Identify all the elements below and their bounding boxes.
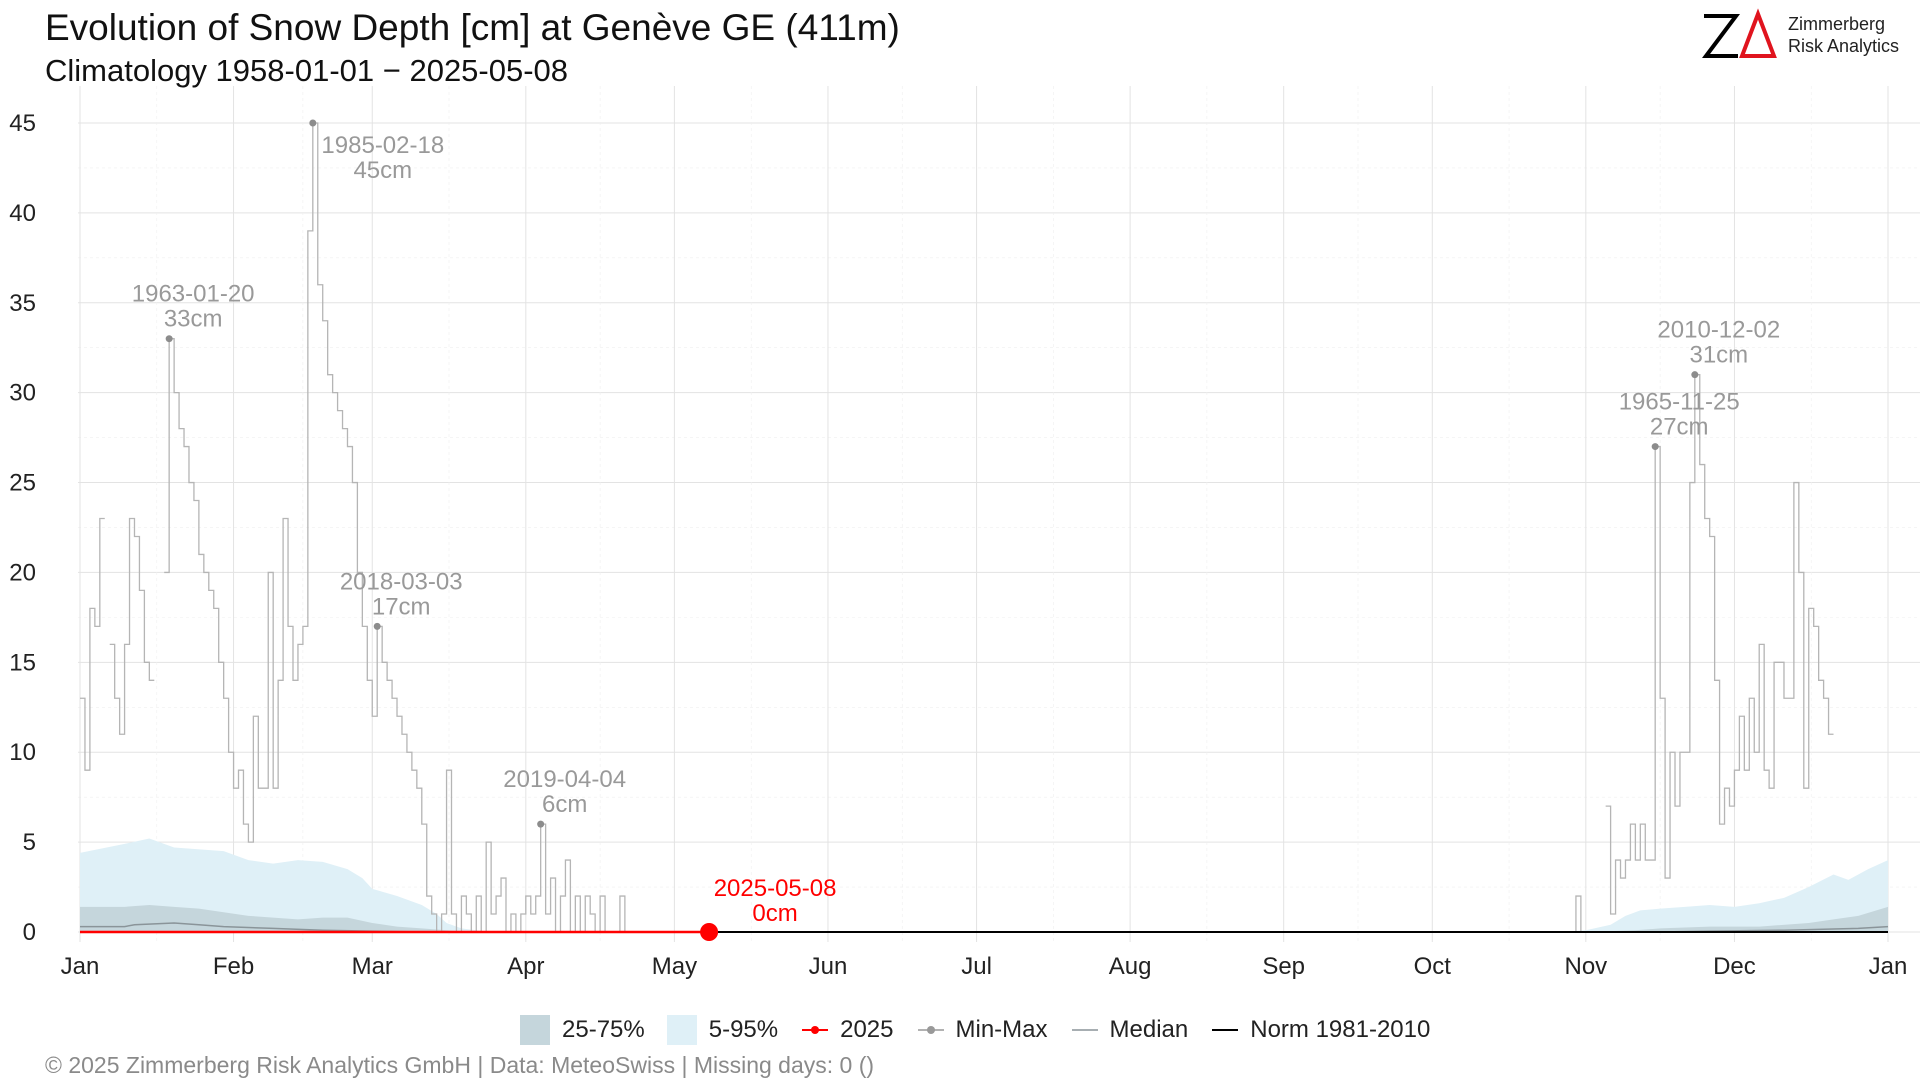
x-tick-label: Jun <box>809 953 848 980</box>
y-tick-label: 25 <box>9 470 36 497</box>
x-tick-label: Dec <box>1713 953 1756 980</box>
minmax-line <box>1605 374 1834 915</box>
y-tick-label: 35 <box>9 290 36 317</box>
x-tick-label: Jan <box>1869 953 1908 980</box>
annotation-value: 45cm <box>353 157 412 184</box>
current-point-marker <box>700 923 719 941</box>
legend-label-norm: Norm 1981-2010 <box>1250 1016 1431 1043</box>
legend-label-25-75: 25-75% <box>562 1016 645 1043</box>
logo-name-line2: Risk Analytics <box>1788 36 1900 56</box>
legend-marker-norm-icon <box>1212 1029 1239 1031</box>
annotation-date: 2010-12-02 <box>1657 317 1780 344</box>
band-5-95 <box>80 838 1888 932</box>
legend-item-5-95: 5-95% <box>666 1015 779 1045</box>
legend-item-25-75: 25-75% <box>520 1015 645 1045</box>
legend-marker-2025-icon <box>802 1026 829 1034</box>
y-tick-label: 45 <box>9 110 36 137</box>
y-tick-label: 30 <box>9 380 36 407</box>
y-tick-label: 10 <box>9 739 36 766</box>
extreme-point-marker <box>537 820 545 828</box>
chart-legend: 25-75% 5-95% 2025 Min-Max Median Norm 19… <box>520 1010 1452 1050</box>
x-tick-label: Nov <box>1564 953 1607 980</box>
legend-marker-median-icon <box>1071 1029 1098 1031</box>
legend-label-5-95: 5-95% <box>708 1016 779 1043</box>
median-line <box>80 922 1889 933</box>
y-tick-label: 15 <box>9 649 36 676</box>
legend-item-minmax: Min-Max <box>916 1016 1048 1044</box>
legend-label-2025: 2025 <box>840 1016 894 1043</box>
y-tick-label: 0 <box>23 919 36 946</box>
x-tick-label: Aug <box>1109 953 1152 980</box>
legend-label-median: Median <box>1109 1016 1189 1043</box>
line-layer <box>80 122 1889 934</box>
annotation-date: 2025-05-08 <box>714 875 837 902</box>
grid-layer <box>78 86 1920 942</box>
axis-layer: 0 5 10 15 20 25 30 35 40 45 Jan Feb Mar Apr May Jun Jul A… <box>9 110 1907 980</box>
x-tick-label: Mar <box>352 953 393 980</box>
annotation-value: 6cm <box>542 791 587 818</box>
extreme-point-marker <box>165 335 173 343</box>
annotation-value: 33cm <box>164 306 223 333</box>
x-tick-label: May <box>652 953 697 980</box>
legend-label-minmax: Min-Max <box>955 1016 1048 1043</box>
annotation-date: 2019-04-04 <box>503 766 626 793</box>
annotation-value: 0cm <box>752 900 797 927</box>
extreme-point-marker <box>373 622 381 630</box>
band-layer <box>80 838 1888 932</box>
legend-item-norm: Norm 1981-2010 <box>1210 1016 1430 1044</box>
y-tick-label: 40 <box>9 200 36 227</box>
extreme-point-marker <box>309 119 317 127</box>
minmax-line <box>109 517 155 735</box>
x-tick-label: Sep <box>1262 953 1305 980</box>
chart-subtitle: Climatology 1958-01-01 − 2025-05-08 <box>45 53 569 88</box>
y-tick-label: 5 <box>23 829 36 856</box>
minmax-line <box>1570 895 1586 933</box>
minmax-line <box>164 122 630 933</box>
annotation-date: 2018-03-03 <box>340 568 463 595</box>
annotation-date: 1985-02-18 <box>321 132 444 159</box>
x-tick-label: Jan <box>61 953 100 980</box>
annotation-value: 31cm <box>1689 342 1748 369</box>
x-tick-label: Oct <box>1414 953 1452 980</box>
annotation-value: 27cm <box>1650 414 1709 441</box>
legend-marker-minmax-icon <box>917 1026 944 1034</box>
logo-mark-icon <box>1702 8 1777 58</box>
legend-swatch-5-95 <box>666 1015 697 1045</box>
footer-credit: © 2025 Zimmerberg Risk Analytics GmbH | … <box>45 1052 875 1078</box>
x-tick-label: Jul <box>961 953 992 980</box>
extreme-point-marker <box>1691 371 1699 379</box>
annotation-date: 1963-01-20 <box>132 281 255 308</box>
legend-item-2025: 2025 <box>800 1016 894 1044</box>
chart-title: Evolution of Snow Depth [cm] at Genève G… <box>45 7 900 48</box>
company-logo: Zimmerberg Risk Analytics <box>1700 8 1900 68</box>
logo-name-line1: Zimmerberg <box>1788 14 1886 34</box>
annotation-value: 17cm <box>372 593 431 620</box>
legend-swatch-25-75 <box>520 1015 550 1045</box>
minmax-line <box>80 517 105 771</box>
extreme-point-marker <box>1651 443 1659 451</box>
x-tick-label: Apr <box>507 953 544 980</box>
annotation-date: 1965-11-25 <box>1619 389 1740 416</box>
x-tick-label: Feb <box>213 953 254 980</box>
band-25-75 <box>80 905 1888 932</box>
y-tick-label: 20 <box>9 559 36 586</box>
legend-item-median: Median <box>1070 1016 1189 1044</box>
